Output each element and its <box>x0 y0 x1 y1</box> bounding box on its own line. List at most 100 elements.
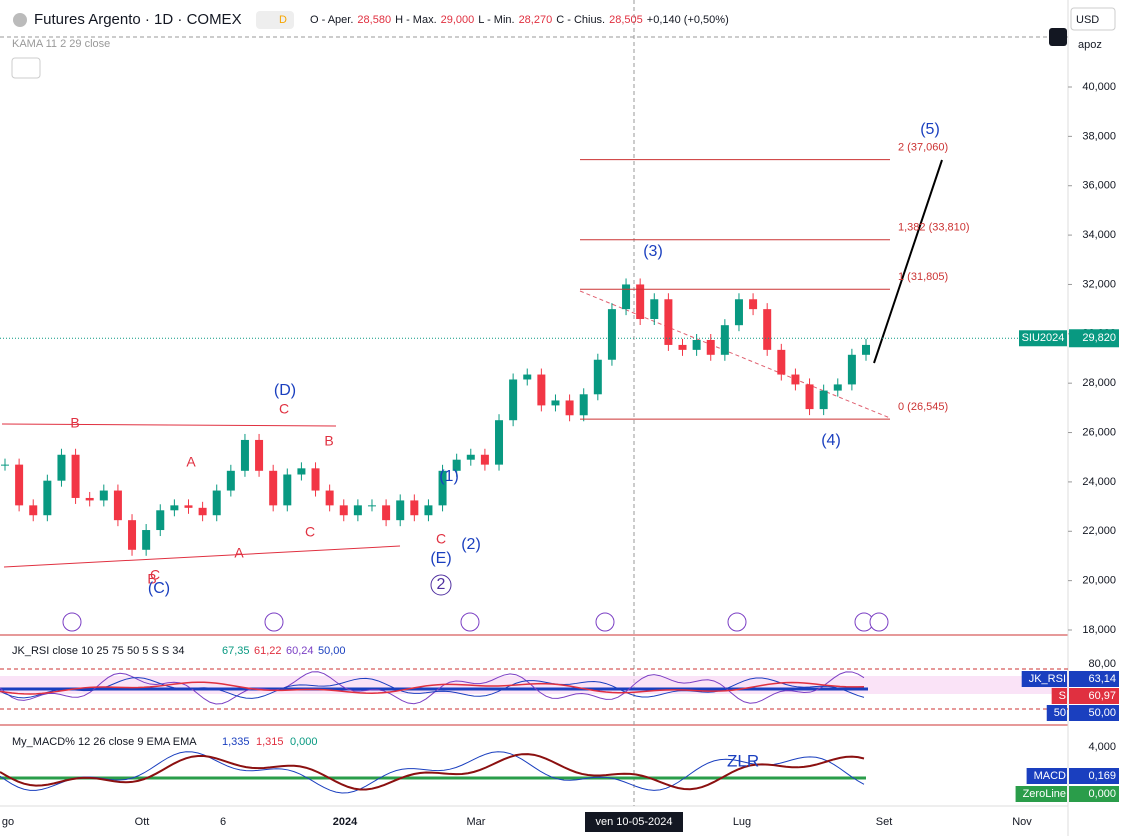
candle <box>622 284 631 310</box>
x-tick-label: Lug <box>733 816 751 828</box>
price-tag <box>1069 329 1119 348</box>
macd-tag-box <box>1015 786 1067 802</box>
candle <box>720 325 729 355</box>
y-tick-label: 28,000 <box>1082 377 1116 389</box>
candle <box>480 454 489 465</box>
candle <box>198 507 207 516</box>
scale-mode[interactable]: apoz <box>1078 39 1102 51</box>
candle <box>523 374 532 380</box>
ohlc-item: L - Min. <box>478 14 514 26</box>
event-marker[interactable] <box>595 612 615 632</box>
y-tick-label: 18,000 <box>1082 624 1116 636</box>
candle <box>297 468 306 475</box>
candle <box>833 384 842 391</box>
candle <box>749 299 758 310</box>
add-button[interactable] <box>1049 28 1067 46</box>
rsi-value: 67,35 <box>222 645 250 657</box>
event-marker[interactable] <box>460 612 480 632</box>
candle <box>579 394 588 416</box>
ohlc-item: 29,000 <box>441 14 475 26</box>
candle <box>636 284 645 320</box>
x-tick-label: Nov <box>1012 816 1032 828</box>
price-tag-text: 29,820 <box>1082 332 1116 344</box>
candle <box>382 505 391 521</box>
macd-tag-name: MACD <box>1034 770 1066 782</box>
candle <box>734 299 743 326</box>
candle <box>819 390 828 410</box>
event-marker[interactable] <box>62 612 82 632</box>
macd-value: 1,335 <box>222 736 250 748</box>
wave-label: (3) <box>643 243 663 260</box>
y-tick-label: 40,000 <box>1082 81 1116 93</box>
candle <box>664 299 673 345</box>
ohlc-item: 28,270 <box>519 14 553 26</box>
candle <box>495 420 504 465</box>
candle <box>255 439 264 471</box>
macd-title: My_MACD% 12 26 close 9 EMA EMA <box>12 736 197 748</box>
candle <box>170 505 179 511</box>
candle <box>367 505 376 507</box>
macd-annotation: ZLR <box>727 751 759 770</box>
fib-label: 1 (31,805) <box>898 271 948 283</box>
rsi-tag-name: 50 <box>1054 707 1066 719</box>
candle <box>57 454 66 481</box>
y-tick-label: 34,000 <box>1082 229 1116 241</box>
candle <box>113 490 122 521</box>
ohlc-item: 28,505 <box>609 14 643 26</box>
rsi-value: 50,00 <box>318 645 346 657</box>
candle <box>537 374 546 406</box>
candle <box>311 468 320 491</box>
currency-button[interactable] <box>1070 7 1116 31</box>
settings-button[interactable] <box>1071 812 1115 832</box>
currency[interactable]: USD <box>1076 14 1099 26</box>
y-tick-label: 26,000 <box>1082 426 1116 438</box>
wave-label: C <box>305 524 315 540</box>
symbol-tag-text: SIU2024 <box>1022 332 1065 344</box>
event-marker[interactable] <box>869 612 889 632</box>
rsi-tag-value: 50,00 <box>1088 707 1116 719</box>
candle <box>692 339 701 350</box>
collapse-button[interactable] <box>11 57 41 79</box>
x-tick-label: Ott <box>135 816 150 828</box>
rsi-tag-name: JK_RSI <box>1029 673 1066 685</box>
candle <box>650 299 659 320</box>
x-tick-label: 2024 <box>333 816 358 828</box>
candle <box>128 520 137 550</box>
rsi-tag-box <box>1051 688 1067 704</box>
macd-tag <box>1069 768 1119 784</box>
candle <box>353 505 362 516</box>
trend-line <box>1 423 337 427</box>
candle <box>15 464 24 506</box>
indicator-line <box>0 671 865 705</box>
candle <box>71 454 80 498</box>
candle <box>424 505 433 516</box>
wave-label: A <box>186 454 196 470</box>
macd-value: 0,000 <box>290 736 318 748</box>
event-marker[interactable] <box>727 612 747 632</box>
candle <box>1 464 9 466</box>
event-marker[interactable] <box>264 612 284 632</box>
macd-tag-name: ZeroLine <box>1023 788 1066 800</box>
candle <box>184 505 193 508</box>
fib-label: 0 (26,545) <box>898 401 948 413</box>
trend-line <box>3 545 401 568</box>
fib-label: 2 (37,060) <box>898 141 948 153</box>
wave-label: (D) <box>274 382 296 399</box>
candle <box>791 374 800 385</box>
wave-label: B <box>70 415 79 431</box>
wave-label: C <box>150 567 160 583</box>
wave-label: (5) <box>920 121 940 138</box>
y-tick-label: 32,000 <box>1082 278 1116 290</box>
candle <box>240 439 249 471</box>
candle <box>212 490 221 516</box>
candle <box>706 339 715 355</box>
candle <box>396 500 405 521</box>
candle <box>156 510 165 531</box>
candle <box>438 470 447 506</box>
fib-label: 1,382 (33,810) <box>898 222 970 234</box>
projection-line <box>873 159 943 364</box>
indicator-label: KAMA 11 2 29 close <box>12 38 110 50</box>
candle <box>226 470 235 491</box>
wave-label: B <box>147 571 156 587</box>
